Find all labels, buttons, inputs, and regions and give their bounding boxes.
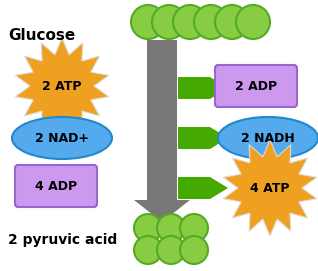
Circle shape	[236, 5, 270, 39]
Circle shape	[134, 214, 162, 242]
Text: 2 ATP: 2 ATP	[42, 79, 82, 92]
Circle shape	[134, 236, 162, 264]
Circle shape	[131, 5, 165, 39]
Text: 4 ADP: 4 ADP	[35, 179, 77, 192]
Ellipse shape	[218, 117, 318, 159]
Ellipse shape	[12, 117, 112, 159]
Circle shape	[180, 214, 208, 242]
Text: 4 ATP: 4 ATP	[250, 182, 290, 195]
Polygon shape	[15, 38, 109, 134]
FancyBboxPatch shape	[15, 165, 97, 207]
FancyArrow shape	[178, 127, 228, 149]
Text: 2 NAD+: 2 NAD+	[35, 131, 89, 144]
Circle shape	[157, 236, 185, 264]
Polygon shape	[134, 200, 190, 222]
FancyBboxPatch shape	[215, 65, 297, 107]
Text: Glucose: Glucose	[8, 28, 75, 43]
Text: 2 NADH: 2 NADH	[241, 131, 295, 144]
Circle shape	[173, 5, 207, 39]
Circle shape	[194, 5, 228, 39]
Circle shape	[215, 5, 249, 39]
Text: 2 pyruvic acid: 2 pyruvic acid	[8, 233, 117, 247]
Polygon shape	[223, 140, 317, 236]
Bar	[147, 40, 177, 202]
Circle shape	[157, 214, 185, 242]
Circle shape	[152, 5, 186, 39]
Circle shape	[180, 236, 208, 264]
FancyArrow shape	[178, 77, 228, 99]
FancyArrow shape	[178, 177, 228, 199]
Text: 2 ADP: 2 ADP	[235, 79, 277, 92]
